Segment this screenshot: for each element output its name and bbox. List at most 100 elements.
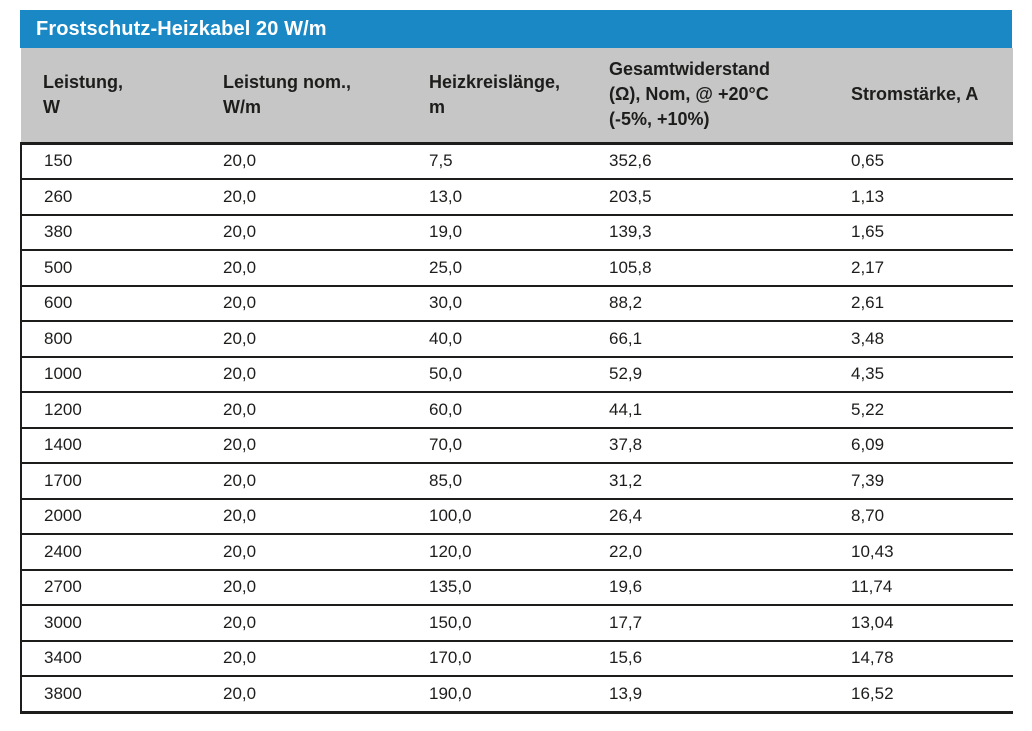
- cell: 8,70: [851, 498, 1013, 535]
- cell: 20,0: [223, 285, 429, 322]
- table-title-bar: Frostschutz-Heizkabel 20 W/m: [20, 10, 1012, 48]
- cell: 60,0: [429, 392, 609, 429]
- column-header: Stromstärke, A: [851, 48, 1013, 145]
- cell: 13,9: [609, 676, 851, 714]
- cell: 380: [20, 214, 223, 251]
- column-header: Gesamtwiderstand (Ω), Nom, @ +20°C (-5%,…: [609, 48, 851, 145]
- cell: 20,0: [223, 250, 429, 287]
- cell: 2400: [20, 534, 223, 571]
- cell: 16,52: [851, 676, 1013, 714]
- cell: 13,04: [851, 605, 1013, 642]
- table-row: 1000 20,0 50,0 52,9 4,35: [20, 356, 1013, 393]
- cell: 15,6: [609, 640, 851, 677]
- table-title: Frostschutz-Heizkabel 20 W/m: [36, 17, 327, 40]
- table-row: 600 20,0 30,0 88,2 2,61: [20, 285, 1013, 322]
- cell: 6,09: [851, 427, 1013, 464]
- cell: 37,8: [609, 427, 851, 464]
- cell: 2,61: [851, 285, 1013, 322]
- cell: 20,0: [223, 427, 429, 464]
- column-header: Leistung, W: [21, 48, 223, 145]
- cell: 26,4: [609, 498, 851, 535]
- cell: 800: [20, 321, 223, 358]
- cell: 20,0: [223, 392, 429, 429]
- cell: 139,3: [609, 214, 851, 251]
- cell: 150,0: [429, 605, 609, 642]
- frostschutz-heizkabel-datasheet: Frostschutz-Heizkabel 20 W/m Leistung, W…: [20, 10, 1013, 714]
- cell: 352,6: [609, 143, 851, 180]
- cell: 1400: [20, 427, 223, 464]
- cell: 2700: [20, 569, 223, 606]
- table-row: 3400 20,0 170,0 15,6 14,78: [20, 640, 1013, 677]
- cell: 1700: [20, 463, 223, 500]
- cell: 20,0: [223, 605, 429, 642]
- cell: 3400: [20, 640, 223, 677]
- cell: 7,39: [851, 463, 1013, 500]
- column-header: Leistung nom., W/m: [223, 48, 429, 145]
- cell: 190,0: [429, 676, 609, 714]
- cell: 20,0: [223, 463, 429, 500]
- cell: 1,13: [851, 179, 1013, 216]
- table-row: 3000 20,0 150,0 17,7 13,04: [20, 605, 1013, 642]
- cell: 0,65: [851, 143, 1013, 180]
- table-row: 800 20,0 40,0 66,1 3,48: [20, 321, 1013, 358]
- cell: 20,0: [223, 321, 429, 358]
- cell: 20,0: [223, 214, 429, 251]
- cell: 203,5: [609, 179, 851, 216]
- cell: 19,6: [609, 569, 851, 606]
- cell: 5,22: [851, 392, 1013, 429]
- cell: 135,0: [429, 569, 609, 606]
- cell: 44,1: [609, 392, 851, 429]
- cell: 20,0: [223, 498, 429, 535]
- cell: 3800: [20, 676, 223, 714]
- cell: 88,2: [609, 285, 851, 322]
- cell: 40,0: [429, 321, 609, 358]
- cell: 31,2: [609, 463, 851, 500]
- cell: 120,0: [429, 534, 609, 571]
- cell: 1000: [20, 356, 223, 393]
- cell: 500: [20, 250, 223, 287]
- cell: 22,0: [609, 534, 851, 571]
- cell: 20,0: [223, 676, 429, 714]
- cell: 14,78: [851, 640, 1013, 677]
- cell: 150: [20, 143, 223, 180]
- table-row: 2000 20,0 100,0 26,4 8,70: [20, 498, 1013, 535]
- cell: 20,0: [223, 143, 429, 180]
- cell: 3,48: [851, 321, 1013, 358]
- cell: 3000: [20, 605, 223, 642]
- cell: 50,0: [429, 356, 609, 393]
- table-row: 380 20,0 19,0 139,3 1,65: [20, 214, 1013, 251]
- table-row: 2400 20,0 120,0 22,0 10,43: [20, 534, 1013, 571]
- cell: 52,9: [609, 356, 851, 393]
- cell: 30,0: [429, 285, 609, 322]
- cell: 170,0: [429, 640, 609, 677]
- table-header-row: Leistung, W Leistung nom., W/m Heizkreislä…: [21, 48, 1013, 145]
- column-header: Heizkreislänge, m: [429, 48, 609, 145]
- table-row: 260 20,0 13,0 203,5 1,13: [20, 179, 1013, 216]
- cell: 70,0: [429, 427, 609, 464]
- table-row: 1700 20,0 85,0 31,2 7,39: [20, 463, 1013, 500]
- table-row: 1400 20,0 70,0 37,8 6,09: [20, 427, 1013, 464]
- cell: 7,5: [429, 143, 609, 180]
- cell: 20,0: [223, 356, 429, 393]
- cell: 2,17: [851, 250, 1013, 287]
- cell: 260: [20, 179, 223, 216]
- cell: 1,65: [851, 214, 1013, 251]
- table-row: 150 20,0 7,5 352,6 0,65: [20, 143, 1013, 180]
- cell: 4,35: [851, 356, 1013, 393]
- cell: 10,43: [851, 534, 1013, 571]
- cell: 105,8: [609, 250, 851, 287]
- cell: 66,1: [609, 321, 851, 358]
- cell: 85,0: [429, 463, 609, 500]
- cell: 100,0: [429, 498, 609, 535]
- cell: 11,74: [851, 569, 1013, 606]
- cell: 20,0: [223, 179, 429, 216]
- cell: 20,0: [223, 569, 429, 606]
- table-row: 1200 20,0 60,0 44,1 5,22: [20, 392, 1013, 429]
- cell: 17,7: [609, 605, 851, 642]
- table-row: 3800 20,0 190,0 13,9 16,52: [20, 676, 1013, 714]
- cell: 13,0: [429, 179, 609, 216]
- table-row: 500 20,0 25,0 105,8 2,17: [20, 250, 1013, 287]
- spec-table: Leistung, W Leistung nom., W/m Heizkreislä…: [20, 48, 1013, 714]
- cell: 25,0: [429, 250, 609, 287]
